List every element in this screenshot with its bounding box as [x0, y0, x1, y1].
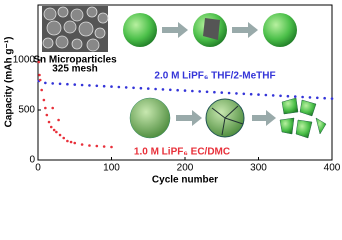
- page: Sn Microparticles 325 mesh Cycle number …: [3, 4, 341, 186]
- data-point: [80, 143, 84, 146]
- data-point: [51, 82, 54, 85]
- data-point: [73, 141, 77, 145]
- x-tick-label: 300: [250, 163, 267, 174]
- annotation: Sn Microparticles: [33, 55, 117, 66]
- data-point: [47, 120, 51, 124]
- data-point: [95, 144, 99, 148]
- data-point: [183, 89, 187, 92]
- arrow: [232, 22, 258, 38]
- data-point: [40, 88, 43, 92]
- data-point: [38, 73, 41, 77]
- data-point: [102, 145, 106, 148]
- data-point: [58, 82, 62, 86]
- data-point: [58, 133, 62, 137]
- data-point: [88, 84, 91, 87]
- data-point: [330, 97, 334, 100]
- data-point: [88, 144, 91, 147]
- data-point: [301, 95, 304, 99]
- data-point: [293, 95, 297, 98]
- y-tick-label: 500: [18, 105, 35, 116]
- sem-particles: [42, 6, 109, 52]
- data-point: [220, 91, 224, 94]
- data-point: [124, 86, 128, 89]
- x-tick-label: 200: [177, 163, 194, 174]
- data-point: [198, 90, 201, 93]
- data-point: [242, 92, 246, 96]
- data-point: [62, 136, 66, 140]
- data-point: [110, 145, 113, 149]
- data-point: [286, 94, 290, 98]
- arrow: [176, 110, 202, 126]
- data-point: [110, 85, 113, 88]
- annotation: 325 mesh: [52, 64, 98, 75]
- fragments: [279, 97, 327, 139]
- data-point: [52, 128, 56, 132]
- data-point: [95, 84, 99, 88]
- data-point: [102, 84, 106, 88]
- x-tick-label: 0: [35, 163, 41, 174]
- data-point: [139, 86, 143, 90]
- x-tick-label: 100: [103, 163, 120, 174]
- data-point: [227, 91, 231, 95]
- data-point: [69, 140, 73, 144]
- particle: [263, 13, 297, 47]
- y-tick-label: 1000: [13, 55, 36, 66]
- data-point: [132, 86, 135, 90]
- particle: [129, 97, 171, 139]
- particle: [123, 13, 157, 47]
- data-point: [57, 118, 60, 122]
- data-point: [169, 88, 172, 92]
- data-point: [55, 130, 58, 134]
- data-point: [249, 92, 253, 96]
- data-point: [257, 93, 260, 96]
- data-point: [146, 87, 150, 90]
- data-point: [271, 94, 275, 97]
- y-tick-label: 0: [29, 155, 35, 166]
- data-point: [205, 90, 209, 94]
- y-axis-label: Capacity (mAh g⁻¹): [4, 37, 15, 128]
- data-point: [154, 87, 157, 91]
- data-point: [264, 93, 268, 97]
- arrow: [252, 110, 276, 126]
- x-tick-label: 400: [324, 163, 341, 174]
- series-label: 1.0 M LiPF₆ EC/DMC: [134, 147, 230, 158]
- arrow: [162, 22, 188, 38]
- illustrations: [42, 6, 327, 139]
- data-point: [176, 88, 179, 92]
- data-point: [37, 60, 41, 64]
- data-point: [66, 82, 69, 86]
- data-point: [316, 96, 319, 100]
- data-point: [44, 106, 47, 110]
- data-point: [117, 85, 121, 89]
- data-point: [191, 89, 194, 93]
- data-point: [66, 139, 69, 143]
- data-point: [45, 113, 49, 117]
- data-point: [49, 125, 53, 129]
- data-point: [42, 98, 46, 102]
- chart: Sn Microparticles 325 mesh Cycle number …: [4, 4, 341, 186]
- series-label: 2.0 M LiPF₆ THF/2-MeTHF: [154, 71, 275, 82]
- data-point: [308, 96, 312, 99]
- data-point: [161, 88, 165, 91]
- data-point: [38, 78, 42, 82]
- data-point: [44, 81, 47, 85]
- cracks: [211, 105, 244, 136]
- data-point: [235, 92, 238, 95]
- data-point: [80, 83, 84, 87]
- data-point: [73, 83, 77, 86]
- data-point: [323, 96, 326, 100]
- data-point: [51, 106, 54, 110]
- data-point: [213, 90, 216, 94]
- data-point: [279, 94, 282, 98]
- particle-cut: [203, 18, 220, 40]
- x-axis-label: Cycle number: [152, 175, 218, 186]
